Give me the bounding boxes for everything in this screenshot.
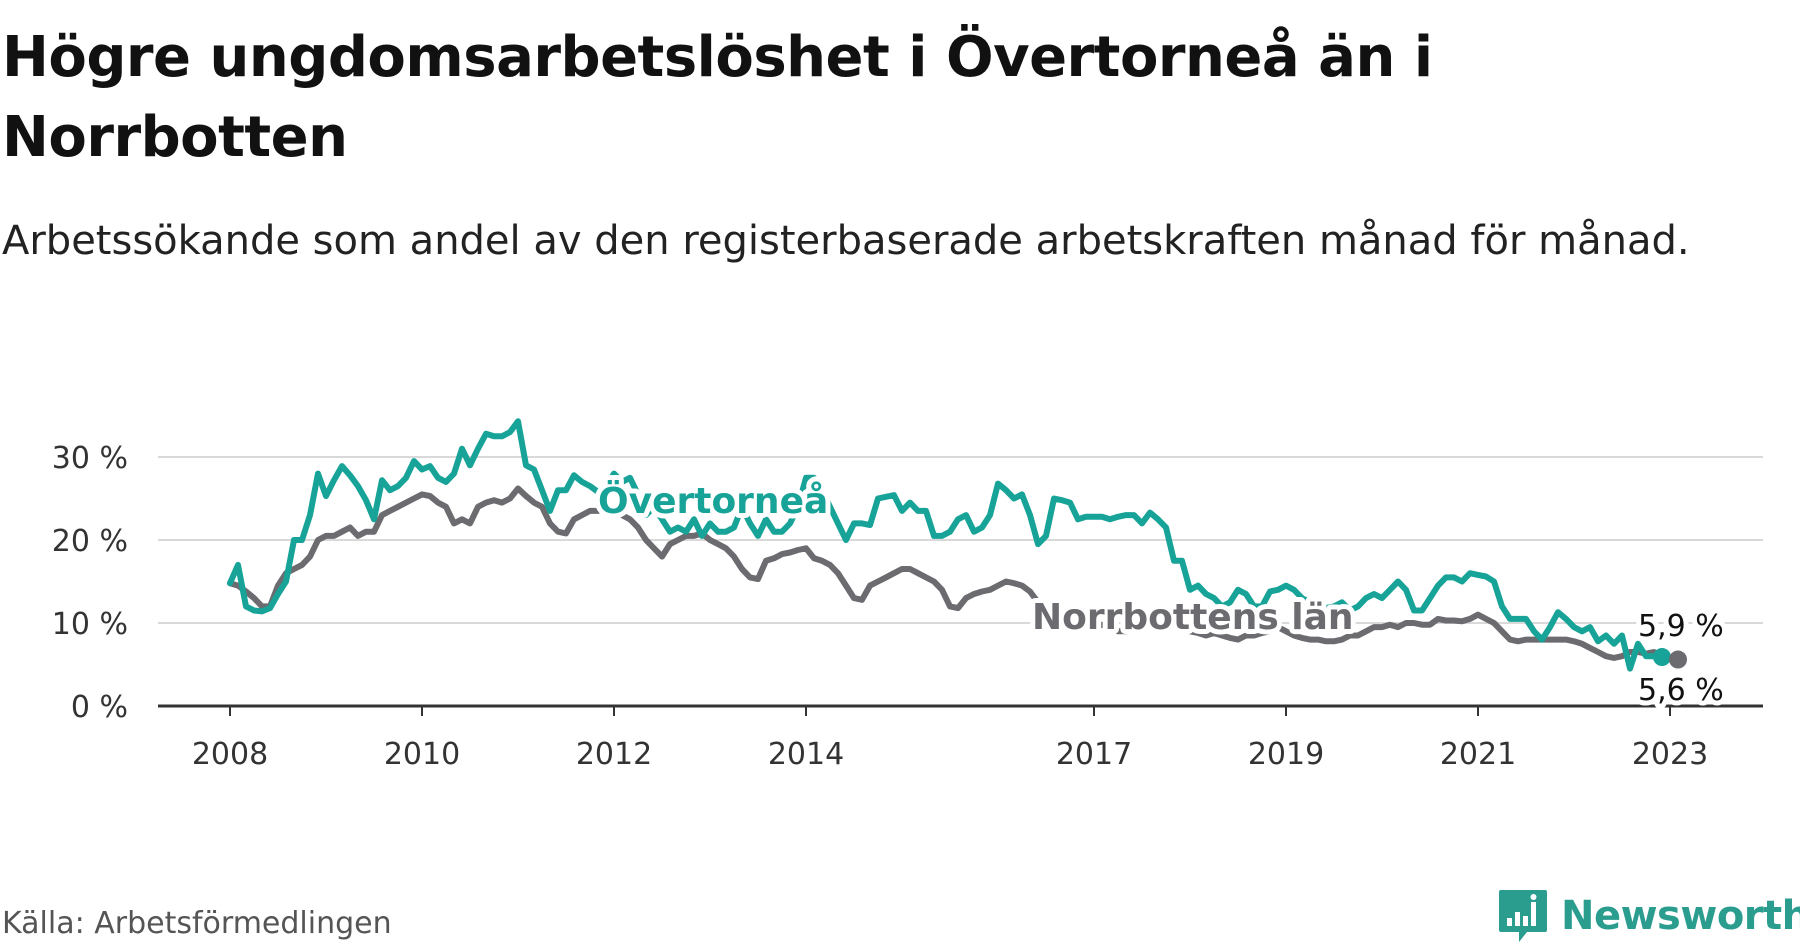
series-line-overtornea — [227, 418, 1665, 672]
series-label-norrbotten: Norrbottens län — [1032, 597, 1354, 638]
y-tick-label: 0 % — [71, 690, 128, 725]
x-tick-label: 2023 — [1632, 737, 1708, 772]
source-note: Källa: Arbetsförmedlingen — [2, 906, 392, 941]
end-label-norrbotten: 5,6 % — [1638, 673, 1724, 708]
x-tick-label: 2021 — [1440, 737, 1516, 772]
series-line-norrbotten — [227, 485, 1681, 663]
brand-logo[interactable]: Newsworthy — [1497, 888, 1800, 944]
end-dot-norrbotten — [1668, 650, 1687, 669]
chart-subtitle: Arbetssökande som andel av den registerb… — [2, 218, 1690, 264]
end-label-overtornea-halo: 5,9 % — [1638, 609, 1724, 644]
brand-name: Newsworthy — [1561, 893, 1800, 939]
newsworthy-logo-icon — [1499, 890, 1547, 942]
y-tick-label: 30 % — [52, 441, 128, 476]
x-tick-label: 2017 — [1056, 737, 1132, 772]
y-tick-label: 20 % — [52, 524, 128, 559]
series-label-overtornea: Övertorneå — [598, 480, 828, 522]
series-layer — [227, 418, 1687, 672]
y-tick-label: 10 % — [52, 607, 128, 642]
x-tick-label: 2010 — [384, 737, 460, 772]
end-label-norrbotten-halo: 5,6 % — [1638, 673, 1724, 708]
x-tick-label: 2019 — [1248, 737, 1324, 772]
x-tick-label: 2008 — [192, 737, 268, 772]
x-tick-label: 2012 — [576, 737, 652, 772]
series-label-norrbotten-halo: Norrbottens län — [1032, 597, 1354, 638]
chart-title: Högre ungdomsarbetslöshet i Övertorneå ä… — [2, 25, 1433, 170]
x-tick-label: 2014 — [768, 737, 844, 772]
series-label-overtornea-halo: Övertorneå — [598, 480, 828, 522]
end-dot-overtornea — [1652, 648, 1671, 667]
end-label-overtornea: 5,9 % — [1638, 609, 1724, 644]
axis-layer: 0 % 10 % 20 % 30 % 2008 2010 2012 2014 2017 2019 2… — [52, 441, 1763, 772]
